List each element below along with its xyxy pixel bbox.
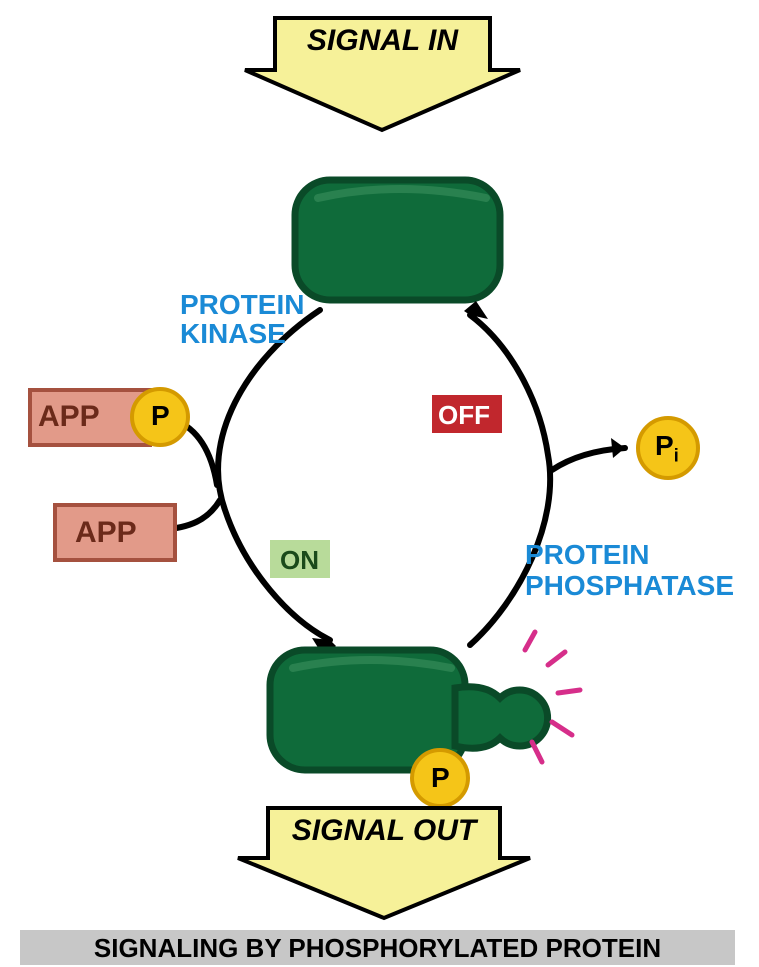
pi-i: i (674, 446, 679, 466)
app-text: APP (75, 516, 137, 550)
kinase-arrow (160, 310, 336, 654)
kinase-label-line2: KINASE (180, 319, 304, 348)
app-p-text: APP (38, 400, 100, 434)
signal-out-label: SIGNAL OUT (268, 814, 500, 848)
protein-bottom (270, 632, 580, 770)
signal-in-label: SIGNAL IN (275, 24, 490, 58)
phosphatase-label-line1: PROTEIN (525, 540, 734, 571)
pi-p: P (655, 430, 674, 461)
p-on-protein-text: P (431, 762, 450, 794)
kinase-label: PROTEIN KINASE (180, 290, 304, 349)
p-on-app-text: P (151, 400, 170, 432)
protein-top (295, 180, 500, 300)
on-text: ON (280, 545, 319, 576)
off-text: OFF (438, 400, 490, 431)
caption-text: SIGNALING BY PHOSPHORYLATED PROTEIN (20, 933, 735, 964)
pi-text: Pi (655, 430, 679, 467)
phosphatase-label-line2: PHOSPHATASE (525, 571, 734, 602)
phosphatase-label: PROTEIN PHOSPHATASE (525, 540, 734, 602)
kinase-label-line1: PROTEIN (180, 290, 304, 319)
